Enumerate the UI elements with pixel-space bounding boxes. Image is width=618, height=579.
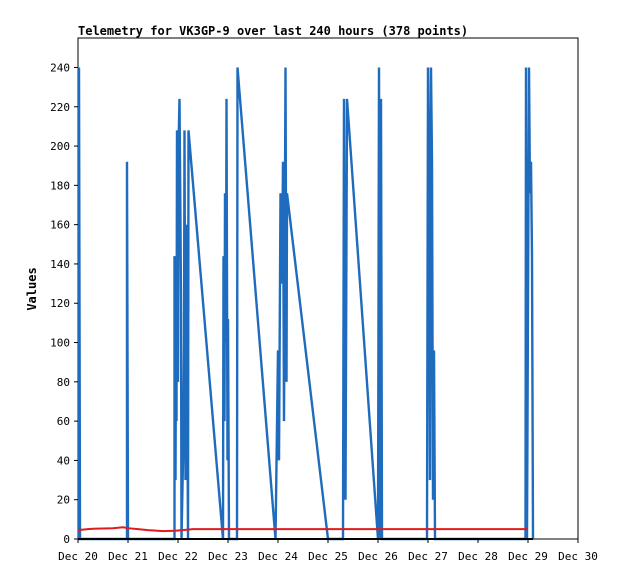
x-tick-label-7: Dec 27 [408,550,448,563]
y-axis: 0 20 40 60 80 100 120 140 160 180 200 220 240 [50,61,78,546]
x-tick-label-10: Dec 30 [558,550,598,563]
y-tick-label-180: 180 [50,179,70,192]
y-tick-label-100: 100 [50,337,70,350]
x-tick-label-2: Dec 22 [158,550,198,563]
series-line-1 [77,526,528,533]
chart-title: Telemetry for VK3GP-9 over last 240 hour… [78,24,468,38]
y-tick-label-80: 80 [57,376,70,389]
data-series-group [77,67,535,541]
y-tick-label-60: 60 [57,415,70,428]
x-tick-label-9: Dec 29 [508,550,548,563]
plot-frame [77,37,579,540]
y-tick-label-200: 200 [50,140,70,153]
y-tick-label-40: 40 [57,454,70,467]
x-tick-label-4: Dec 24 [258,550,298,563]
y-tick-label-20: 20 [57,494,70,507]
x-tick-label-5: Dec 25 [308,550,348,563]
x-tick-label-8: Dec 28 [458,550,498,563]
y-tick-label-0: 0 [63,533,70,546]
y-tick-label-240: 240 [50,61,70,74]
y-axis-label: Values [25,267,39,310]
y-tick-label-140: 140 [50,258,70,271]
y-tick-label-220: 220 [50,101,70,114]
x-tick-label-6: Dec 26 [358,550,398,563]
x-tick-label-0: Dec 20 [58,550,98,563]
y-tick-label-160: 160 [50,219,70,232]
x-tick-label-3: Dec 23 [208,550,248,563]
series-line-0 [77,67,535,541]
y-tick-label-120: 120 [50,297,70,310]
x-tick-label-1: Dec 21 [108,550,148,563]
x-axis: Dec 20 Dec 21 Dec 22 Dec 23 Dec 24 Dec 25 Dec … [58,539,598,563]
